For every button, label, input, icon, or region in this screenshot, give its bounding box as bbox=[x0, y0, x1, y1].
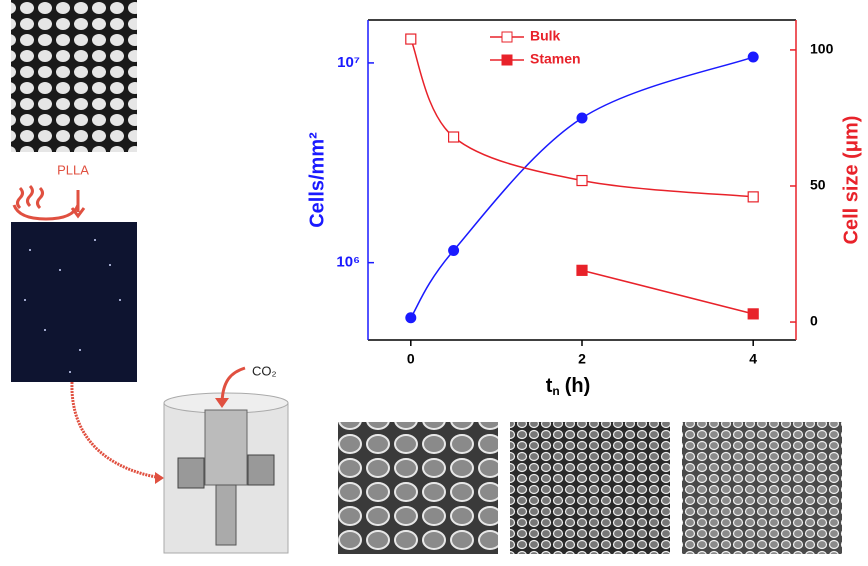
vessel-port bbox=[216, 485, 236, 545]
arrow-head bbox=[155, 472, 164, 484]
point bbox=[577, 176, 587, 186]
vessel-port bbox=[205, 410, 247, 485]
point bbox=[405, 312, 416, 323]
arrow bbox=[72, 382, 162, 478]
x-tick-label: 0 bbox=[407, 351, 415, 367]
point bbox=[577, 112, 588, 123]
legend-marker bbox=[502, 55, 512, 65]
y2-tick-label: 50 bbox=[810, 177, 826, 193]
pellet-photo bbox=[11, 0, 137, 152]
y-tick-label: 10⁶ bbox=[336, 254, 360, 271]
vessel-port bbox=[178, 458, 204, 488]
point bbox=[406, 34, 416, 44]
legend-label: Stamen bbox=[530, 51, 581, 67]
point bbox=[449, 132, 459, 142]
x-axis-label-part: n bbox=[552, 384, 559, 398]
point bbox=[748, 309, 758, 319]
point bbox=[748, 52, 759, 63]
x-axis-label: tn(h) bbox=[546, 375, 591, 398]
y2-tick-label: 0 bbox=[810, 313, 818, 329]
point bbox=[748, 192, 758, 202]
legend-marker bbox=[502, 32, 512, 42]
legend-label: Bulk bbox=[530, 28, 561, 44]
x-axis-label-part: (h) bbox=[565, 375, 591, 397]
heat-icon bbox=[14, 186, 84, 219]
point bbox=[448, 245, 459, 256]
film-photo bbox=[11, 222, 137, 382]
x-tick-label: 4 bbox=[749, 351, 757, 367]
y2-axis-label: Cell size (μm) bbox=[840, 116, 862, 245]
point bbox=[577, 265, 587, 275]
sem-image bbox=[338, 422, 498, 554]
y-tick-label: 10⁷ bbox=[337, 54, 360, 71]
series-line bbox=[582, 270, 753, 314]
series-line bbox=[411, 57, 753, 318]
y-axis-label: Cells/mm² bbox=[306, 132, 328, 228]
vessel-port bbox=[248, 455, 274, 485]
y2-tick-label: 100 bbox=[810, 41, 834, 57]
sem-image bbox=[682, 422, 842, 554]
figure: PLLA CO₂ 02410⁶10⁷050100tn(h)Cells/mm²Ce… bbox=[0, 0, 868, 561]
x-tick-label: 2 bbox=[578, 351, 586, 367]
material-label: PLLA bbox=[57, 162, 89, 177]
gas-label: CO₂ bbox=[252, 363, 277, 378]
sem-image bbox=[510, 422, 670, 554]
